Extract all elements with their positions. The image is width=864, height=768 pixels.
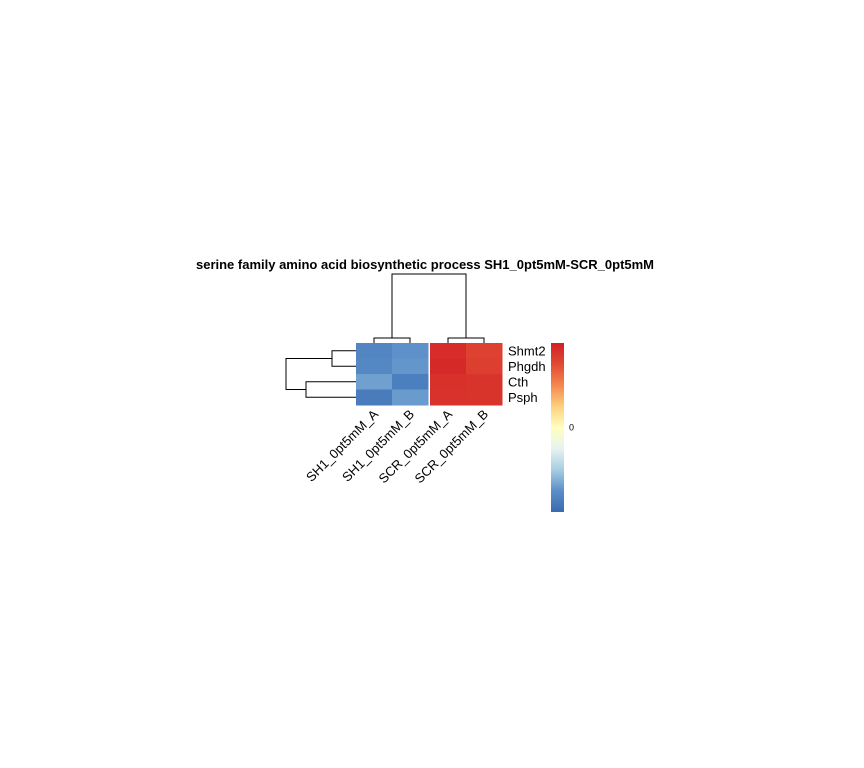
heatmap-cell-psph-2 [392, 389, 429, 406]
color-legend: 0 [551, 343, 574, 512]
heatmap-cell-psph-3 [430, 389, 467, 406]
heatmap-cell-psph-1 [356, 389, 393, 406]
heatmap-cell-phgdh-1 [356, 358, 393, 375]
legend-tick-label: 0 [569, 423, 574, 433]
heatmap-cell-shmt2-2 [392, 343, 429, 359]
legend-color-bar [551, 343, 564, 512]
row-dendrogram-branch-2 [305, 381, 356, 398]
column-dendrogram-branch-3 [391, 273, 467, 338]
column-dendrogram [373, 273, 485, 343]
heatmap-cell-phgdh-2 [392, 358, 429, 375]
chart-title: serine family amino acid biosynthetic pr… [196, 257, 654, 272]
column-dendrogram-branch-2 [447, 337, 485, 343]
row-dendrogram-branch-3 [285, 358, 332, 390]
heatmap-cell-shmt2-4 [466, 343, 503, 359]
heatmap-cell-shmt2-1 [356, 343, 393, 359]
heatmap-cell-phgdh-4 [466, 358, 503, 375]
heatmap-cell-cth-3 [430, 374, 467, 390]
heatmap-cell-cth-1 [356, 374, 393, 390]
heatmap-cell-phgdh-3 [430, 358, 467, 375]
row-label-phgdh: Phgdh [508, 359, 546, 374]
column-dendrogram-branch-1 [373, 337, 411, 343]
row-label-cth: Cth [508, 374, 528, 389]
heatmap-cell-cth-2 [392, 374, 429, 390]
heatmap-cells [356, 343, 503, 406]
row-label-psph: Psph [508, 390, 538, 405]
row-dendrogram-branch-1 [331, 350, 356, 367]
row-label-shmt2: Shmt2 [508, 343, 546, 358]
heatmap-cell-cth-4 [466, 374, 503, 390]
heatmap-cell-shmt2-3 [430, 343, 467, 359]
row-dendrogram [285, 350, 356, 398]
column-labels: SH1_0pt5mM_ASH1_0pt5mM_BSCR_0pt5mM_ASCR_… [303, 406, 491, 486]
heatmap-cell-psph-4 [466, 389, 503, 406]
